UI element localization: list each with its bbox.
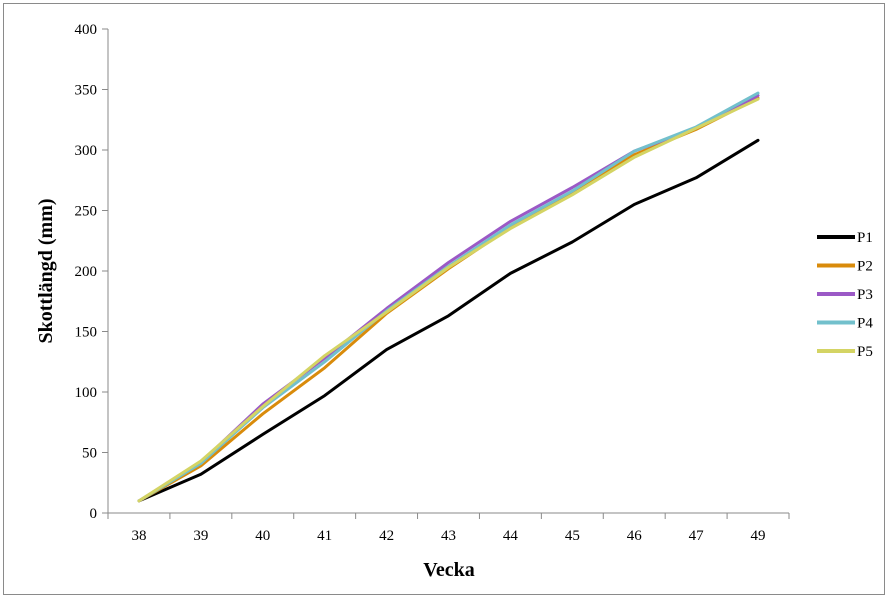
x-tick-label: 43 (441, 528, 456, 544)
y-tick-label: 400 (75, 22, 98, 38)
x-tick-label: 44 (503, 528, 519, 544)
x-axis-ticks: 38 39 40 41 42 43 44 45 46 47 49 (107, 513, 790, 544)
legend-label: P1 (857, 230, 873, 246)
x-tick-label: 39 (193, 528, 208, 544)
legend-label: P4 (857, 316, 873, 332)
x-tick-label: 45 (565, 528, 580, 544)
y-tick-label: 50 (82, 446, 97, 462)
x-tick-label: 46 (627, 528, 643, 544)
legend-label: P5 (857, 344, 873, 360)
y-tick-label: 0 (90, 506, 98, 522)
x-tick-label: 41 (317, 528, 332, 544)
series-line-p5 (137, 97, 760, 503)
series-lines (137, 91, 760, 503)
y-tick-label: 250 (75, 204, 98, 220)
legend: P1 P2 P3 P4 P5 (817, 230, 873, 360)
legend-item-p4: P4 (817, 316, 873, 332)
series-line-p2 (137, 96, 760, 503)
legend-item-p5: P5 (817, 344, 873, 360)
y-tick-label: 100 (75, 385, 98, 401)
x-tick-label: 49 (751, 528, 766, 544)
x-tick-label: 42 (379, 528, 394, 544)
legend-item-p3: P3 (817, 287, 873, 303)
y-tick-label: 200 (75, 264, 98, 280)
x-tick-label: 40 (255, 528, 270, 544)
series-line-p1 (137, 138, 760, 503)
legend-label: P2 (857, 259, 873, 275)
legend-item-p2: P2 (817, 259, 873, 275)
y-tick-label: 350 (75, 83, 98, 99)
y-axis-ticks: 0 50 100 150 200 250 300 350 400 (75, 22, 108, 522)
legend-item-p1: P1 (817, 230, 873, 246)
y-tick-label: 150 (75, 325, 98, 341)
x-tick-label: 47 (689, 528, 705, 544)
x-axis-title: Vecka (423, 559, 474, 581)
legend-label: P3 (857, 287, 873, 303)
x-tick-label: 38 (131, 528, 146, 544)
y-tick-label: 300 (75, 143, 98, 159)
y-axis-title: Skottlängd (mm) (35, 198, 57, 343)
